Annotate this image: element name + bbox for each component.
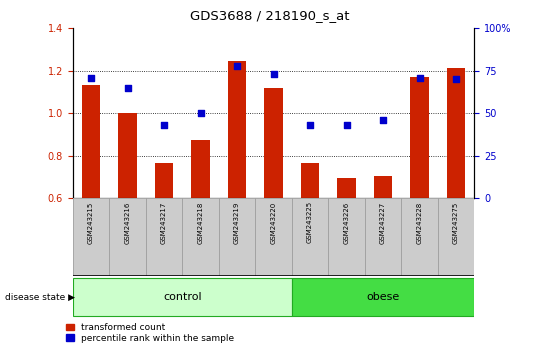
Bar	[155, 163, 173, 198]
Bar	[265, 88, 282, 198]
Bar	[228, 61, 246, 198]
Text: GSM243219: GSM243219	[234, 201, 240, 244]
FancyBboxPatch shape	[73, 278, 292, 316]
FancyBboxPatch shape	[365, 198, 402, 276]
Point	[415, 75, 424, 80]
FancyBboxPatch shape	[219, 198, 255, 276]
Point	[379, 117, 388, 123]
FancyBboxPatch shape	[109, 198, 146, 276]
FancyBboxPatch shape	[438, 198, 474, 276]
Point	[196, 110, 205, 116]
Text: GSM243225: GSM243225	[307, 201, 313, 244]
Text: GSM243218: GSM243218	[197, 201, 204, 244]
Text: obese: obese	[367, 292, 400, 302]
Point	[452, 76, 460, 82]
Point	[87, 75, 95, 80]
Text: control: control	[163, 292, 202, 302]
Text: GSM243220: GSM243220	[271, 201, 277, 244]
FancyBboxPatch shape	[292, 278, 474, 316]
Bar	[82, 85, 100, 198]
Bar	[337, 178, 356, 198]
Point	[233, 63, 241, 69]
Bar	[301, 163, 319, 198]
Point	[270, 72, 278, 77]
FancyBboxPatch shape	[328, 198, 365, 276]
Text: GSM243226: GSM243226	[343, 201, 350, 244]
Text: GSM243215: GSM243215	[88, 201, 94, 244]
FancyBboxPatch shape	[402, 198, 438, 276]
Bar	[374, 176, 392, 198]
Point	[160, 122, 168, 128]
Text: GSM243227: GSM243227	[380, 201, 386, 244]
Bar	[447, 68, 465, 198]
FancyBboxPatch shape	[255, 198, 292, 276]
FancyBboxPatch shape	[182, 198, 219, 276]
Text: GDS3688 / 218190_s_at: GDS3688 / 218190_s_at	[190, 9, 349, 22]
Point	[306, 122, 314, 128]
Point	[123, 85, 132, 91]
Text: GSM243228: GSM243228	[417, 201, 423, 244]
Point	[342, 122, 351, 128]
Legend: transformed count, percentile rank within the sample: transformed count, percentile rank withi…	[66, 323, 234, 343]
Bar	[119, 113, 137, 198]
Text: GSM243217: GSM243217	[161, 201, 167, 244]
FancyBboxPatch shape	[292, 198, 328, 276]
Text: disease state ▶: disease state ▶	[5, 293, 75, 302]
Bar	[191, 140, 210, 198]
FancyBboxPatch shape	[73, 198, 109, 276]
Text: GSM243216: GSM243216	[125, 201, 130, 244]
Bar	[410, 77, 429, 198]
FancyBboxPatch shape	[146, 198, 182, 276]
Text: GSM243275: GSM243275	[453, 201, 459, 244]
